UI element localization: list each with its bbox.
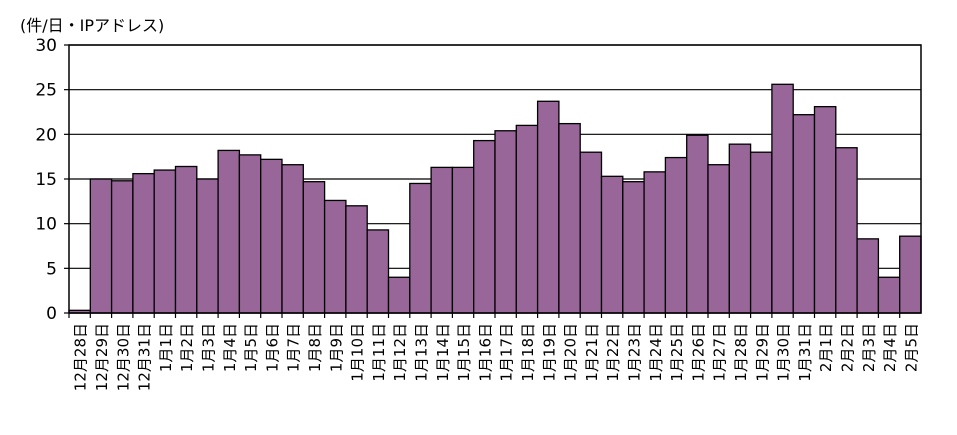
x-tick-label: 1月15日 — [455, 323, 473, 382]
bar — [579, 151, 603, 314]
bar — [473, 139, 496, 314]
bar — [877, 276, 901, 314]
y-tick-label: 30 — [35, 36, 57, 56]
x-tick-label: 1月26日 — [689, 323, 707, 382]
x-tick-label: 12月30日 — [114, 323, 132, 391]
x-tick-labels: 12月28日 12月29日 12月30日 12月31日 1月1日 1月2日 1月3日 1月4日… — [68, 313, 920, 391]
x-tick-label: 1月18日 — [519, 323, 537, 382]
x-tick-label: 1月4日 — [221, 323, 239, 372]
y-tick-label: 0 — [46, 304, 57, 324]
bar — [494, 130, 517, 314]
y-tick-label: 10 — [35, 215, 57, 235]
bar — [856, 238, 880, 314]
bar — [515, 124, 539, 314]
x-tick-label: 1月23日 — [625, 323, 643, 382]
x-tick-label: 1月2日 — [178, 323, 196, 372]
x-tick-label: 1月28日 — [732, 323, 750, 382]
x-tick-label: 1月29日 — [753, 323, 771, 382]
x-tick-label: 1月20日 — [562, 323, 580, 382]
bar — [260, 158, 283, 314]
bar — [174, 165, 198, 314]
bars — [68, 83, 922, 314]
x-tick-label: 1月11日 — [370, 323, 388, 382]
y-tick-label: 25 — [35, 81, 57, 101]
x-tick-label: 1月27日 — [711, 323, 729, 382]
x-tick-label: 2月4日 — [881, 323, 899, 372]
x-tick-label: 1月5日 — [242, 323, 260, 372]
bar — [110, 180, 134, 314]
bar — [281, 164, 304, 314]
bar — [153, 169, 177, 314]
bar — [238, 154, 262, 314]
y-axis-unit-label: (件/日・IPアドレス) — [20, 16, 165, 35]
x-tick-label: 1月9日 — [327, 323, 345, 372]
bar — [345, 205, 368, 314]
x-tick-label: 12月28日 — [72, 323, 90, 391]
bar — [664, 156, 688, 314]
bar — [686, 134, 709, 314]
bar — [707, 164, 730, 314]
x-tick-label: 1月22日 — [604, 323, 622, 382]
x-tick-label: 1月8日 — [306, 323, 324, 372]
x-tick-label: 1月1日 — [157, 323, 175, 372]
x-tick-label: 1月13日 — [412, 323, 430, 382]
bar — [728, 143, 752, 314]
x-tick-label: 2月3日 — [860, 323, 878, 372]
bar — [622, 181, 645, 314]
bar — [771, 83, 794, 314]
x-tick-label: 1月30日 — [775, 323, 793, 382]
x-tick-label: 1月17日 — [498, 323, 516, 382]
x-tick-label: 1月16日 — [476, 323, 494, 382]
bar — [813, 105, 837, 314]
bar — [558, 122, 581, 314]
bar — [196, 178, 219, 314]
y-tick-label: 20 — [35, 125, 57, 145]
x-tick-label: 1月21日 — [583, 323, 601, 382]
bar — [302, 181, 326, 314]
bar — [217, 149, 241, 314]
bar — [835, 147, 858, 314]
bar — [749, 151, 773, 314]
x-tick-label: 2月5日 — [902, 323, 920, 372]
bar — [430, 166, 454, 314]
x-tick-label: 1月19日 — [540, 323, 558, 382]
bar — [409, 182, 432, 314]
bar — [387, 276, 411, 314]
x-tick-label: 12月31日 — [136, 323, 154, 391]
bar — [451, 166, 475, 314]
y-tick-label: 5 — [46, 259, 57, 279]
x-tick-label: 2月2日 — [838, 323, 856, 372]
x-tick-label: 1月6日 — [263, 323, 281, 372]
x-tick-label: 12月29日 — [93, 323, 111, 391]
x-tick-label: 1月25日 — [668, 323, 686, 382]
x-tick-label: 1月31日 — [796, 323, 814, 382]
x-tick-label: 1月3日 — [199, 323, 217, 372]
y-tick-labels: 0 5 10 15 20 25 30 — [35, 36, 69, 324]
x-tick-label: 1月10日 — [349, 323, 367, 382]
x-tick-label: 1月12日 — [391, 323, 409, 382]
bar — [366, 229, 390, 314]
bar — [643, 171, 667, 314]
x-tick-label: 1月24日 — [647, 323, 665, 382]
x-tick-label: 2月1日 — [817, 323, 835, 372]
bar — [132, 172, 155, 314]
y-tick-label: 15 — [35, 170, 57, 190]
bar — [792, 114, 816, 314]
x-tick-label: 1月14日 — [434, 323, 452, 382]
x-tick-label: 1月7日 — [285, 323, 303, 372]
bar — [600, 175, 624, 314]
bar — [323, 199, 347, 314]
bar — [89, 178, 113, 314]
bar — [536, 100, 560, 314]
bar — [899, 235, 922, 314]
